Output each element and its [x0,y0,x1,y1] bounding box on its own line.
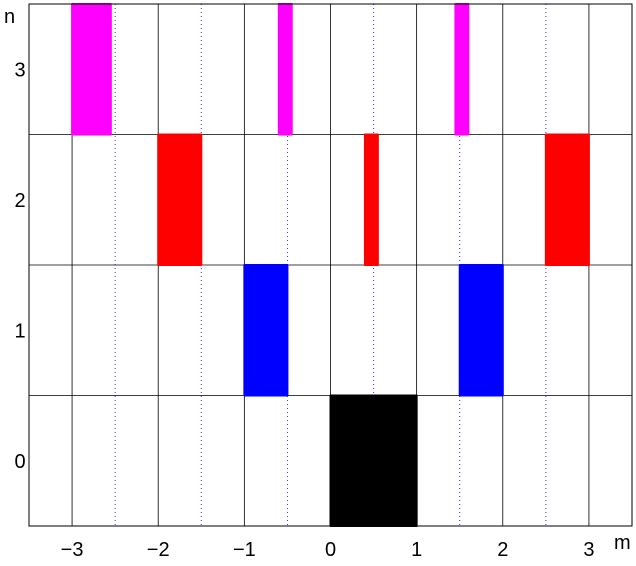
x-tick-label: 2 [497,539,508,561]
bar-row-1 [243,264,289,397]
y-tick-label: 3 [14,59,25,81]
x-tick-label: −2 [147,539,170,561]
bar-row-2 [363,133,379,266]
tick-labels: −3 −2 −1 0 1 2 3 0 1 2 3 [14,59,594,561]
x-axis-label: m [614,532,631,554]
bar-row-1 [458,264,504,397]
bar-row-3 [71,3,112,136]
y-tick-label: 0 [14,451,25,473]
x-tick-label: −1 [233,539,256,561]
bar-row-2 [544,133,590,266]
plot-frame [28,3,633,527]
y-tick-label: 2 [14,190,25,212]
bar-row-0 [329,394,418,527]
bar-row-2 [157,133,203,266]
x-tick-label: 0 [325,539,336,561]
y-axis-label: n [4,6,15,28]
bars [71,3,590,527]
bar-row-3 [454,3,470,136]
x-tick-label: −3 [61,539,84,561]
y-tick-label: 1 [14,320,25,342]
x-tick-label: 1 [411,539,422,561]
x-tick-label: 3 [583,539,594,561]
bar-row-3 [277,3,293,136]
